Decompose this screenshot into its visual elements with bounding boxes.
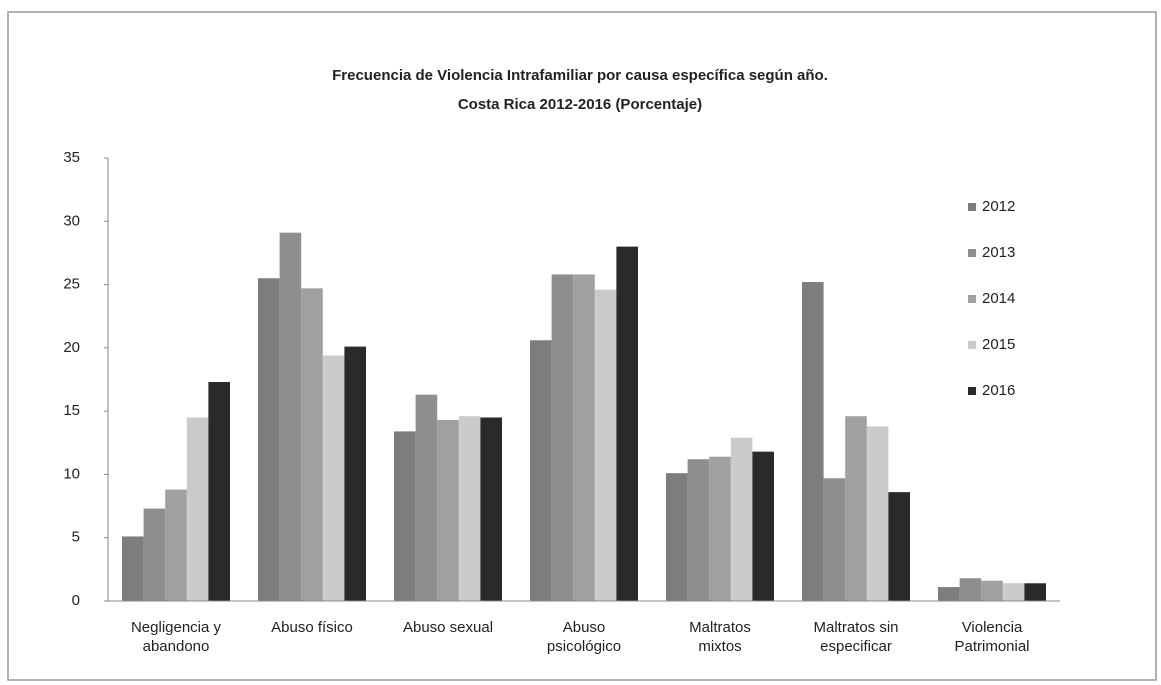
bar xyxy=(344,346,366,601)
bar xyxy=(730,437,753,601)
bar xyxy=(143,508,166,601)
bar xyxy=(573,274,595,601)
bar xyxy=(1002,583,1025,601)
bar xyxy=(687,459,710,601)
bar xyxy=(802,282,824,601)
bar xyxy=(530,340,552,601)
bar xyxy=(437,420,459,601)
chart-subtitle: Costa Rica 2012-2016 (Porcentaje) xyxy=(458,96,702,113)
y-tick-label: 15 xyxy=(63,402,80,419)
bar xyxy=(752,451,774,601)
bar xyxy=(666,473,688,601)
legend-swatch xyxy=(968,203,976,211)
bar xyxy=(279,232,302,602)
x-tick-label: Negligencia y abandono xyxy=(130,619,222,655)
y-tick-label: 35 xyxy=(63,149,80,166)
x-tick-label: Abuso sexual xyxy=(402,619,494,636)
legend-label: 2014 xyxy=(982,290,1015,307)
y-tick-label: 25 xyxy=(63,276,80,293)
bar xyxy=(551,274,574,601)
y-tick-label: 30 xyxy=(63,212,80,229)
chart-frame xyxy=(7,11,1157,681)
bar xyxy=(866,426,889,601)
y-tick-label: 5 xyxy=(72,529,80,546)
bar xyxy=(709,456,731,601)
legend-label: 2016 xyxy=(982,382,1015,399)
x-tick-label: Maltratos mixtos xyxy=(689,619,751,655)
legend-swatch xyxy=(968,341,976,349)
bar xyxy=(594,289,617,601)
y-tick-label: 0 xyxy=(72,592,80,609)
legend-label: 2015 xyxy=(982,336,1015,353)
bar xyxy=(394,431,416,601)
bar xyxy=(415,394,438,601)
bar xyxy=(122,536,144,601)
bar xyxy=(1024,583,1046,601)
bar xyxy=(480,417,502,601)
bar xyxy=(458,416,481,601)
y-tick-label: 20 xyxy=(63,339,80,356)
bar xyxy=(208,382,230,601)
bar xyxy=(258,278,280,601)
legend-swatch xyxy=(968,295,976,303)
bar xyxy=(938,587,960,601)
legend-swatch xyxy=(968,387,976,395)
legend-label: 2012 xyxy=(982,198,1015,215)
bar xyxy=(322,355,345,601)
bar xyxy=(981,580,1003,601)
x-tick-label: Abuso físico xyxy=(271,619,353,636)
legend-swatch xyxy=(968,249,976,257)
bar xyxy=(186,417,209,601)
bar xyxy=(888,492,910,601)
bar xyxy=(165,489,187,601)
chart-title: Frecuencia de Violencia Intrafamiliar po… xyxy=(332,67,828,84)
x-tick-label: Maltratos sin especificar xyxy=(813,619,899,655)
legend-label: 2013 xyxy=(982,244,1015,261)
y-tick-label: 10 xyxy=(63,465,80,482)
x-tick-label: Violencia Patrimonial xyxy=(954,619,1030,655)
bar xyxy=(845,416,867,601)
bar xyxy=(616,246,638,601)
bar xyxy=(823,478,846,601)
x-tick-label: Abuso psicológico xyxy=(546,619,622,655)
bar xyxy=(959,578,982,601)
bar xyxy=(301,288,323,601)
